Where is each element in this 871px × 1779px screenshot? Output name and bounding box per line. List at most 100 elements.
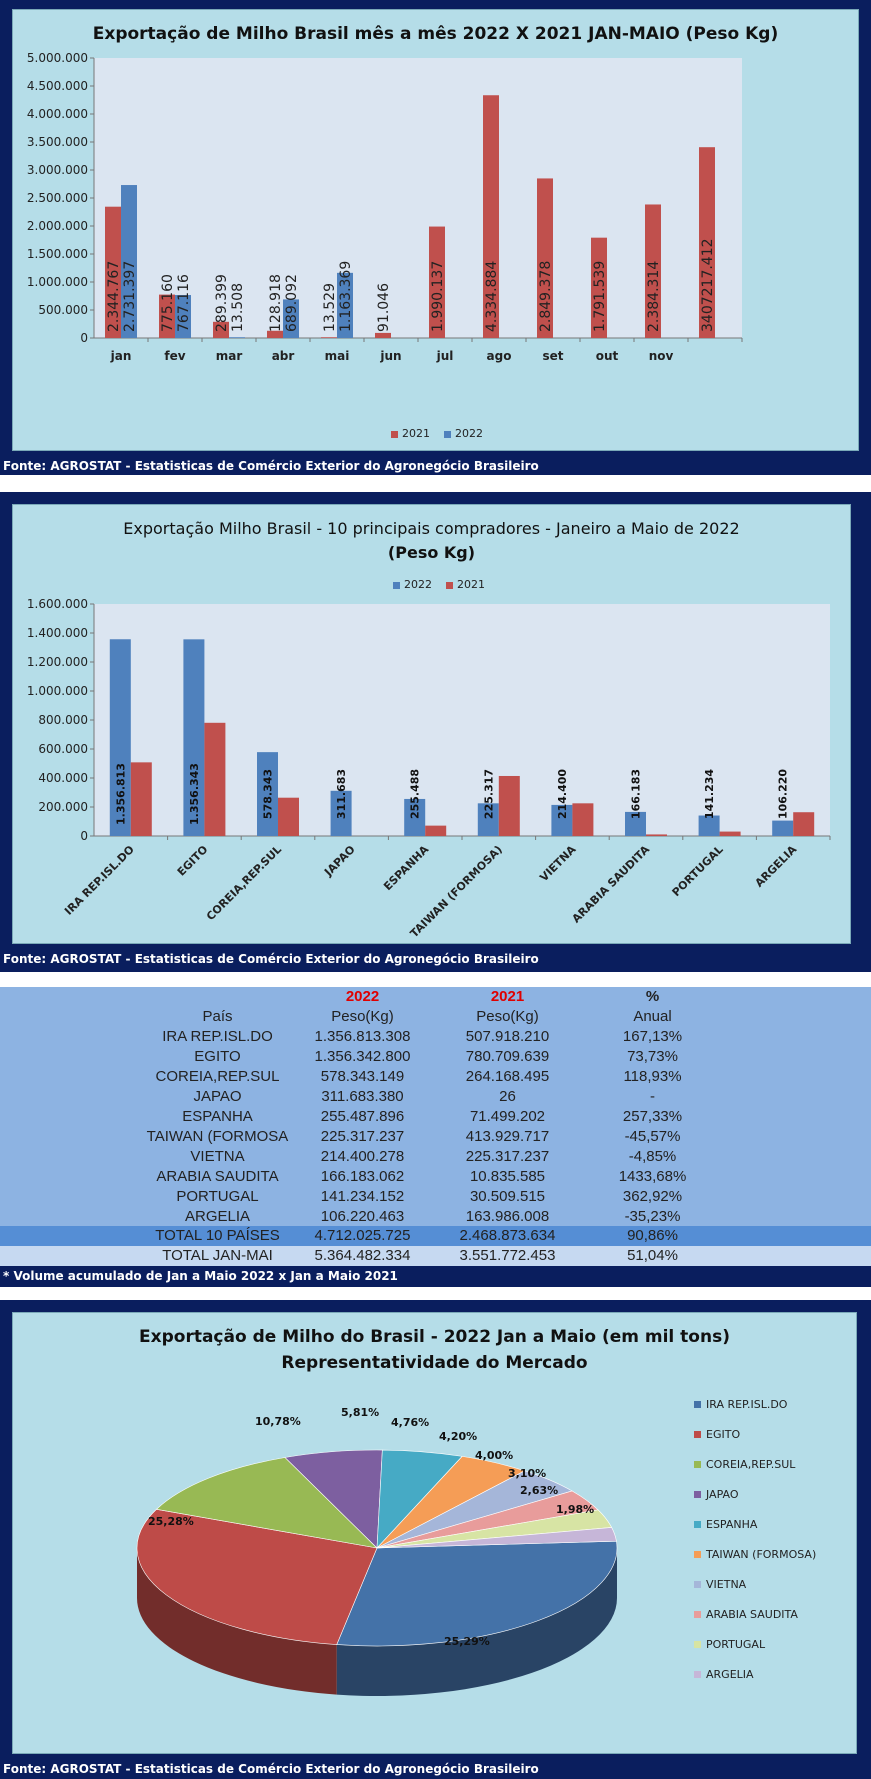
total-10-2021: 2.468.873.634 (459, 1227, 556, 1244)
pie-label: 4,76% (391, 1416, 429, 1429)
x-tick-label: abr (272, 349, 295, 363)
data-label: 289.399 (214, 274, 230, 332)
bar-2022-IRA REP.ISL.DO (109, 639, 131, 836)
table-row: VIETNA 214.400.278 225.317.237 -4,85% (0, 1147, 871, 1167)
x-tick-label: ARGELIA (753, 843, 800, 890)
y-tick-label: 1.000.000 (27, 684, 88, 698)
legend-item: COREIA,REP.SUL (694, 1458, 816, 1488)
data-label: 311.683 (335, 769, 348, 819)
bar-2021-dez (699, 147, 715, 338)
bar-2021-mar (213, 321, 229, 338)
data-label: 2.344.767 (106, 261, 122, 332)
legend-item-2021: 2021 (446, 578, 485, 591)
header-country: País (202, 1008, 233, 1025)
cell-2022: 214.400.278 (320, 1148, 405, 1165)
x-tick-label: fev (164, 349, 185, 363)
bar-2021-jul (429, 226, 445, 338)
total-10-2022: 4.712.025.725 (314, 1227, 411, 1244)
chart3-legend: IRA REP.ISL.DO EGITO COREIA,REP.SUL JAPAO ES… (694, 1398, 816, 1698)
data-label: 775.160 (160, 274, 176, 332)
pie-slice-IRA REP.ISL.DO (336, 1540, 618, 1647)
legend-item: ARABIA SAUDITA (694, 1608, 816, 1638)
table-row: ARABIA SAUDITA 166.183.062 10.835.585 1433,… (0, 1167, 871, 1187)
chart2-box: Exportação Milho Brasil - 10 principais … (12, 504, 851, 944)
pie-label: 4,20% (439, 1430, 477, 1443)
y-tick-label: 0 (80, 829, 88, 843)
data-label: 225.317 (482, 769, 495, 819)
y-tick-label: 1.400.000 (27, 626, 88, 640)
x-tick-label: ARABIA SAUDITA (570, 843, 653, 926)
y-tick-label: 1.200.000 (27, 655, 88, 669)
data-label: 1.791.539 (592, 261, 608, 332)
legend-item: JAPAO (694, 1488, 816, 1518)
pie-side-EGITO (137, 1548, 337, 1695)
legend-swatch (694, 1641, 701, 1648)
cell-country: COREIA,REP.SUL (155, 1068, 280, 1085)
pie-label: 3,10% (508, 1467, 546, 1480)
legend-label: IRA REP.ISL.DO (706, 1398, 788, 1411)
legend-item-2021: 2021 (391, 427, 430, 440)
bar-2022-COREIA,REP.SUL (257, 752, 278, 836)
table-row: EGITO 1.356.342.800 780.709.639 73,73% (0, 1047, 871, 1067)
cell-country: JAPAO (193, 1088, 242, 1105)
pie-label: 5,81% (341, 1406, 379, 1419)
y-tick-label: 600.000 (38, 742, 88, 756)
cell-2022: 578.343.149 (320, 1068, 405, 1085)
legend-swatch (694, 1491, 701, 1498)
bar-2021-TAIWAN (FORMOSA) (498, 775, 520, 836)
bar-2022-jan (121, 185, 137, 338)
legend-item: TAIWAN (FORMOSA) (694, 1548, 816, 1578)
data-label: 128.918 (268, 274, 284, 332)
table-note-bar: * Volume acumulado de Jan a Maio 2022 x … (0, 1266, 871, 1287)
x-tick-label: mai (325, 349, 350, 363)
pie-label: 4,00% (475, 1449, 513, 1462)
bar-2022-EGITO (183, 639, 205, 836)
x-tick-label: EGITO (175, 843, 211, 879)
cell-2021: 507.918.210 (465, 1028, 550, 1045)
cell-2022: 166.183.062 (320, 1168, 405, 1185)
table-header-row: País Peso(Kg) Peso(Kg) Anual (0, 1007, 871, 1027)
total-all-label: TOTAL JAN-MAI (162, 1247, 273, 1264)
legend-label: ESPANHA (706, 1518, 758, 1531)
bar-2022-abr (283, 299, 299, 338)
cell-pct: - (650, 1088, 655, 1105)
x-tick-label: mar (216, 349, 243, 363)
data-label: 141.234 (703, 769, 716, 819)
y-tick-label: 200.000 (38, 800, 88, 814)
chart1-panel: Exportação de Milho Brasil mês a mês 202… (0, 0, 871, 475)
cell-2022: 1.356.342.800 (314, 1048, 411, 1065)
cell-pct: 362,92% (622, 1188, 683, 1205)
y-tick-label: 3.000.000 (27, 163, 88, 177)
cell-pct: 118,93% (623, 1068, 682, 1085)
bar-2021-abr (267, 330, 283, 338)
cell-2021: 264.168.495 (465, 1068, 550, 1085)
cell-pct: -35,23% (624, 1208, 681, 1225)
pie-label: 25,28% (148, 1515, 194, 1528)
bar-2022-VIETNA (551, 804, 573, 836)
cell-2022: 1.356.813.308 (314, 1028, 411, 1045)
legend-label: ARGELIA (706, 1668, 754, 1681)
data-label: 2.731.397 (122, 261, 138, 332)
total-all-pct: 51,04% (627, 1247, 678, 1264)
total-all-2021: 3.551.772.453 (459, 1247, 556, 1264)
header-weight-2022: Peso(Kg) (331, 1008, 394, 1025)
cell-2022: 106.220.463 (320, 1208, 405, 1225)
bar-2022-fev (175, 295, 191, 338)
table-row: ESPANHA 255.487.896 71.499.202 257,33% (0, 1107, 871, 1127)
bar-2021-ARGELIA (793, 812, 815, 836)
cell-2021: 225.317.237 (465, 1148, 550, 1165)
chart2-svg: 0 200.000 400.000 600.000 800.000 1.000.000 1.… (27, 597, 831, 940)
legend-swatch (694, 1551, 701, 1558)
legend-swatch (694, 1671, 701, 1678)
bar-2021-COREIA,REP.SUL (278, 797, 299, 836)
pie-slice-ARGELIA (376, 1527, 617, 1549)
cell-2021: 780.709.639 (465, 1048, 550, 1065)
chart1-source: Fonte: AGROSTAT - Estatisticas de Comérc… (3, 459, 539, 473)
legend-label: PORTUGAL (706, 1638, 766, 1651)
y-tick-label: 1.000.000 (27, 275, 88, 289)
bar-2022-TAIWAN (FORMOSA) (477, 803, 499, 836)
chart3-panel: Exportação de Milho do Brasil - 2022 Jan… (0, 1300, 871, 1779)
table-row: ARGELIA 106.220.463 163.986.008 -35,23% (0, 1207, 871, 1227)
bar-2022-JAPAO (330, 790, 352, 836)
bar-2021-nov (645, 204, 661, 338)
